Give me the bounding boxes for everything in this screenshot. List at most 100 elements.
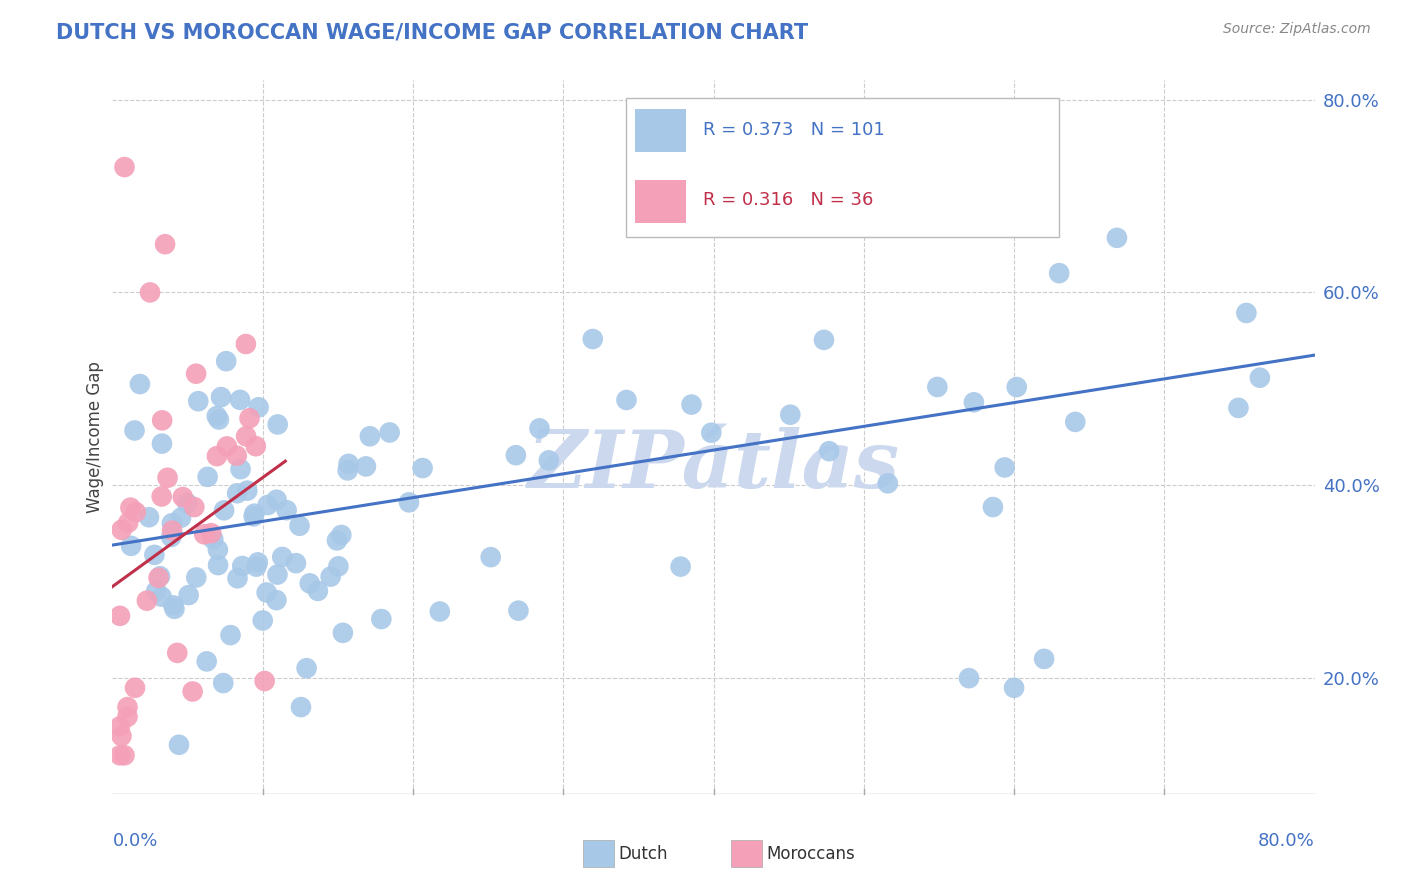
Point: [170, 510, 193, 524]
Point: [1005, 380, 1028, 394]
Point: [212, 676, 235, 690]
Point: [295, 661, 318, 675]
Point: [266, 492, 288, 507]
Bar: [626, 98, 1059, 237]
Point: [219, 628, 242, 642]
Point: [1002, 218, 1025, 232]
Point: [1002, 681, 1025, 695]
Point: [135, 593, 157, 607]
Point: [370, 612, 392, 626]
Point: [267, 417, 290, 432]
Point: [129, 377, 152, 392]
Y-axis label: Wage/Income Gap: Wage/Income Gap: [86, 361, 104, 513]
Point: [412, 461, 434, 475]
Point: [193, 527, 215, 541]
Point: [328, 559, 350, 574]
Point: [319, 569, 342, 583]
Point: [207, 542, 229, 557]
Point: [266, 593, 288, 607]
Point: [1234, 306, 1257, 320]
Point: [187, 394, 209, 409]
Point: [231, 559, 253, 574]
Point: [616, 392, 638, 407]
Bar: [636, 109, 686, 152]
Point: [284, 556, 307, 570]
Text: 0.0%: 0.0%: [112, 832, 157, 850]
Point: [247, 401, 270, 415]
Point: [505, 448, 527, 462]
Point: [149, 569, 172, 583]
Point: [176, 496, 198, 510]
Text: Source: ZipAtlas.com: Source: ZipAtlas.com: [1223, 22, 1371, 37]
Point: [378, 425, 401, 440]
Point: [114, 748, 136, 763]
Text: DUTCH VS MOROCCAN WAGE/INCOME GAP CORRELATION CHART: DUTCH VS MOROCCAN WAGE/INCOME GAP CORREL…: [56, 22, 808, 42]
Text: R = 0.316   N = 36: R = 0.316 N = 36: [703, 191, 873, 209]
Text: R = 0.373   N = 101: R = 0.373 N = 101: [703, 120, 884, 138]
Point: [117, 700, 139, 714]
Point: [957, 671, 980, 685]
Text: 80.0%: 80.0%: [1258, 832, 1315, 850]
Point: [205, 449, 228, 463]
Point: [120, 500, 142, 515]
Point: [276, 503, 298, 517]
Point: [145, 584, 167, 599]
Point: [177, 588, 200, 602]
Text: Moroccans: Moroccans: [766, 845, 855, 863]
Point: [124, 681, 146, 695]
Point: [207, 558, 229, 573]
Point: [172, 490, 194, 504]
Point: [117, 710, 139, 724]
Point: [236, 483, 259, 498]
Point: [114, 160, 136, 174]
Point: [330, 528, 353, 542]
Point: [1249, 370, 1271, 384]
Point: [226, 486, 249, 500]
Point: [226, 571, 249, 585]
Point: [160, 530, 183, 544]
Point: [537, 453, 560, 467]
Point: [125, 505, 148, 519]
Point: [202, 533, 225, 547]
Point: [245, 439, 267, 453]
Point: [779, 408, 801, 422]
Bar: [636, 180, 686, 223]
Point: [163, 602, 186, 616]
Point: [669, 559, 692, 574]
Point: [700, 425, 723, 440]
Point: [246, 555, 269, 569]
Point: [148, 571, 170, 585]
Point: [197, 470, 219, 484]
Point: [1105, 231, 1128, 245]
Point: [225, 449, 247, 463]
Point: [354, 459, 377, 474]
Point: [160, 524, 183, 538]
Point: [108, 608, 131, 623]
Point: [150, 490, 173, 504]
Point: [238, 411, 260, 425]
Point: [229, 462, 252, 476]
Point: [529, 421, 551, 435]
Point: [108, 748, 131, 763]
Point: [150, 590, 173, 604]
Point: [235, 337, 257, 351]
Point: [215, 354, 238, 368]
Point: [582, 332, 605, 346]
Point: [150, 413, 173, 427]
Point: [209, 390, 232, 404]
Point: [256, 498, 278, 512]
Point: [166, 646, 188, 660]
Point: [681, 398, 703, 412]
Point: [818, 444, 841, 458]
Point: [290, 700, 312, 714]
Point: [398, 495, 420, 509]
Point: [138, 510, 160, 524]
Point: [813, 333, 835, 347]
Point: [253, 674, 276, 689]
Point: [208, 412, 231, 426]
Point: [162, 599, 184, 613]
Point: [963, 395, 986, 409]
Point: [205, 409, 228, 424]
Point: [876, 476, 898, 491]
Point: [160, 516, 183, 531]
